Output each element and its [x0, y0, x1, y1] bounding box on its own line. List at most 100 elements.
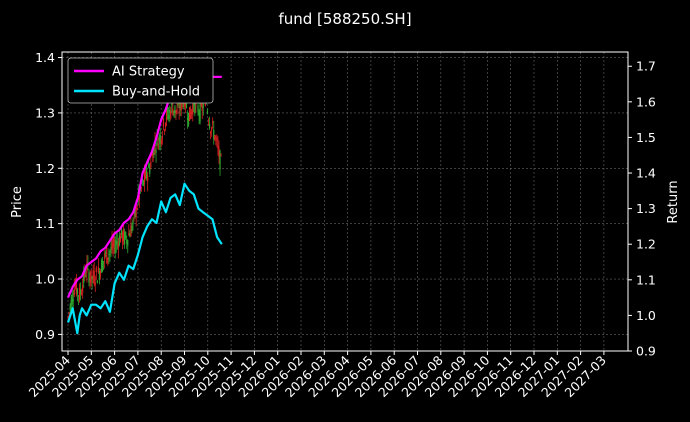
- candle-body: [202, 102, 204, 109]
- candle-body: [191, 109, 193, 115]
- candle-body: [107, 257, 109, 260]
- legend-label: AI Strategy: [112, 65, 185, 80]
- candle-body: [173, 110, 175, 113]
- candle-body: [97, 266, 100, 273]
- candle-body: [127, 239, 129, 246]
- candle-body: [78, 287, 81, 301]
- candle-body: [70, 299, 72, 312]
- legend-label: Buy-and-Hold: [112, 85, 200, 100]
- y2-tick-label: 1.4: [636, 166, 656, 181]
- candle-body: [90, 269, 92, 283]
- candle-body: [178, 111, 180, 113]
- candle-body: [182, 101, 184, 108]
- candle-body: [212, 121, 214, 124]
- candle-body: [118, 235, 120, 245]
- candle-body: [129, 233, 131, 238]
- candle-body: [146, 167, 148, 179]
- candle-body: [98, 270, 101, 280]
- candle-body: [167, 108, 169, 113]
- candle-body: [83, 270, 85, 283]
- candle-body: [148, 164, 150, 169]
- candle-body: [153, 144, 155, 155]
- candle-body: [220, 155, 222, 157]
- candle-body: [75, 278, 77, 295]
- candle-body: [174, 105, 176, 114]
- candle-body: [117, 242, 119, 249]
- candle-body: [140, 187, 142, 189]
- candle-body: [216, 137, 218, 141]
- candle-body: [84, 268, 86, 277]
- y2-tick-label: 1.1: [636, 272, 656, 287]
- candle-body: [162, 118, 165, 127]
- candle-body: [160, 139, 162, 145]
- candle-body: [93, 271, 95, 284]
- candle-body: [147, 175, 149, 182]
- candle-body: [72, 299, 74, 302]
- candle-body: [135, 205, 137, 217]
- candle-body: [71, 294, 73, 305]
- candle-body: [197, 105, 199, 113]
- candle-body: [158, 135, 160, 141]
- candle-body: [121, 232, 124, 242]
- y2-tick-label: 1.5: [636, 130, 656, 145]
- candle-body: [86, 263, 88, 273]
- candle-body: [88, 272, 90, 283]
- candle-body: [100, 260, 103, 273]
- candle-body: [207, 120, 210, 122]
- candle-body: [206, 110, 209, 113]
- legend: AI Strategy Buy-and-Hold: [67, 57, 214, 104]
- candle-body: [114, 246, 116, 254]
- candle-body: [134, 208, 136, 217]
- candle-body: [169, 110, 171, 114]
- candle-body: [171, 103, 173, 106]
- y-tick-label: 1.2: [35, 161, 55, 176]
- candle-body: [180, 98, 182, 111]
- candle-body: [217, 145, 219, 149]
- candle-body: [192, 104, 194, 115]
- candle-body: [68, 312, 70, 314]
- candle-body: [81, 293, 83, 295]
- candle-body: [108, 253, 110, 255]
- candle-body: [95, 267, 97, 272]
- candle-body: [209, 131, 212, 134]
- candle-body: [170, 110, 172, 119]
- candle-body: [185, 103, 188, 108]
- candle-body: [125, 231, 127, 239]
- candle-body: [122, 229, 125, 241]
- candle-body: [208, 123, 211, 129]
- candle-body: [104, 253, 106, 260]
- candle-body: [116, 241, 118, 243]
- y-axis-return: 0.9 1.0 1.1 1.2 1.3 1.4 1.5 1.6 1.7: [628, 59, 656, 359]
- y-axis-label-return: Return: [666, 180, 681, 223]
- candle-body: [91, 276, 93, 280]
- legend-box: [67, 57, 214, 104]
- candle-body: [159, 134, 161, 144]
- y2-tick-label: 0.9: [636, 344, 656, 359]
- y-tick-label: 1.0: [35, 272, 55, 287]
- candle-body: [132, 219, 134, 225]
- candle-body: [219, 150, 221, 170]
- candle-body: [198, 112, 200, 115]
- candle-body: [143, 171, 146, 183]
- candle-body: [96, 280, 98, 284]
- y-axis-price: 0.9 1.0 1.1 1.2 1.3 1.4: [35, 50, 62, 342]
- candle-body: [109, 250, 111, 253]
- candle-body: [92, 270, 94, 279]
- candle-body: [176, 108, 178, 114]
- candle-body: [115, 240, 117, 246]
- candle-body: [130, 224, 132, 237]
- candle-body: [103, 261, 105, 263]
- candle-body: [199, 103, 201, 122]
- candle-body: [85, 275, 87, 277]
- y-tick-label: 1.1: [35, 216, 55, 231]
- y2-tick-label: 1.2: [636, 237, 656, 252]
- candle-body: [67, 316, 69, 318]
- candle-body: [99, 271, 102, 277]
- candle-body: [179, 99, 181, 109]
- candle-body: [106, 247, 108, 264]
- plot-frame: [61, 51, 629, 352]
- candle-body: [161, 135, 163, 140]
- y-axis-label-price: Price: [10, 186, 25, 218]
- candle-body: [165, 111, 168, 121]
